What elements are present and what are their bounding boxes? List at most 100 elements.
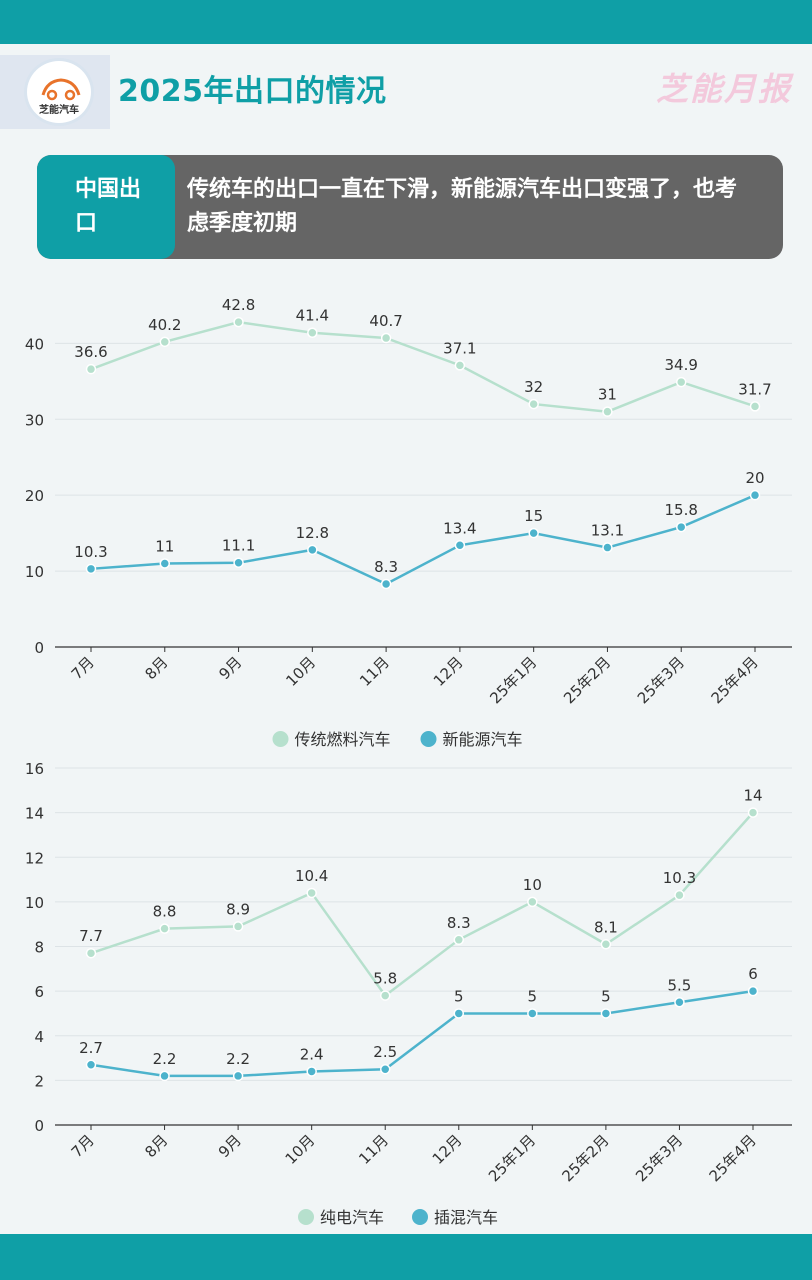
data-point	[602, 406, 613, 417]
data-label: 14	[743, 787, 762, 805]
data-label: 36.6	[74, 343, 107, 361]
data-point	[233, 557, 244, 568]
data-label: 2.7	[79, 1039, 103, 1057]
series-line	[90, 494, 756, 586]
data-point	[380, 578, 392, 590]
legend-label: 插混汽车	[434, 1208, 498, 1227]
data-label: 5	[528, 987, 538, 1005]
data-point	[674, 997, 685, 1008]
data-point	[306, 1066, 317, 1077]
y-tick-label: 0	[34, 1117, 44, 1135]
data-label: 5	[601, 987, 611, 1005]
data-label: 8.8	[153, 903, 177, 921]
x-tick-label: 7月	[68, 653, 98, 683]
y-tick-label: 40	[25, 335, 44, 353]
y-tick-label: 4	[34, 1028, 44, 1046]
banner-text: 传统车的出口一直在下滑，新能源汽车出口变强了，也考虑季度初期	[187, 177, 738, 236]
x-tick-label: 11月	[355, 1131, 392, 1168]
x-tick-label: 25年2月	[559, 1131, 613, 1185]
car-icon	[41, 78, 81, 101]
data-point	[232, 1070, 244, 1082]
data-label: 8.1	[594, 918, 618, 936]
y-tick-label: 2	[34, 1072, 44, 1090]
legend-label: 传统燃料汽车	[295, 730, 391, 749]
data-label: 8.3	[447, 914, 471, 932]
chart-total-exports: 0 10 20 30 40 7月 8月 9月 10月 11月 12月 25年1月 25年2月 25年3月 2…	[25, 296, 792, 749]
data-label: 2.2	[153, 1050, 177, 1068]
data-point	[379, 1063, 391, 1075]
data-label: 2.5	[373, 1043, 397, 1061]
x-tick-label: 8月	[142, 653, 172, 683]
data-label: 40.2	[148, 316, 181, 334]
data-label: 7.7	[79, 927, 103, 945]
data-point	[454, 540, 466, 551]
legend-marker	[420, 731, 437, 747]
data-point	[233, 316, 244, 328]
data-point	[159, 336, 171, 348]
data-label: 31.7	[738, 380, 771, 398]
y-tick-label: 16	[25, 760, 44, 778]
y-tick-label: 14	[25, 805, 44, 823]
data-point	[159, 1070, 170, 1082]
legend-marker	[412, 1209, 428, 1225]
x-tick-label: 25年2月	[560, 653, 614, 707]
data-point	[528, 527, 539, 539]
y-tick-label: 12	[25, 849, 44, 867]
y-tick-label: 10	[25, 563, 44, 581]
data-label: 11	[155, 538, 174, 556]
data-point	[85, 947, 97, 959]
x-tick-label: 25年4月	[706, 1131, 760, 1185]
series-line	[90, 989, 754, 1078]
brand-logo: 芝能汽车	[24, 58, 94, 126]
x-tick-label: 9月	[215, 1131, 245, 1161]
data-point	[85, 1059, 97, 1071]
data-label: 31	[598, 386, 617, 404]
data-point	[749, 489, 761, 501]
brand-watermark: 芝能月报	[655, 70, 792, 108]
data-point	[528, 398, 539, 410]
data-label: 2.2	[226, 1050, 250, 1068]
data-point	[675, 376, 687, 388]
top-bar	[0, 0, 812, 44]
data-point	[602, 542, 613, 553]
data-point	[453, 1008, 465, 1019]
data-label: 6	[748, 965, 758, 983]
y-tick-label: 10	[25, 894, 44, 912]
data-label: 34.9	[665, 356, 698, 374]
x-tick-label: 11月	[356, 653, 393, 690]
banner-tag-box	[37, 155, 175, 259]
data-label: 13.1	[591, 522, 624, 540]
data-point	[675, 521, 687, 533]
data-point	[454, 360, 466, 371]
data-point	[674, 889, 685, 901]
x-tick-label: 7月	[68, 1131, 98, 1161]
data-label: 10.3	[663, 869, 696, 887]
series-line	[90, 811, 754, 998]
data-point	[159, 923, 170, 934]
data-point	[747, 985, 759, 997]
data-label: 10.3	[74, 543, 107, 561]
data-label: 5	[454, 987, 464, 1005]
y-tick-label: 0	[34, 639, 44, 657]
data-label: 41.4	[296, 307, 329, 325]
data-label: 11.1	[222, 537, 255, 555]
data-label: 40.7	[369, 312, 402, 330]
data-point	[527, 1008, 538, 1019]
data-point	[600, 1008, 612, 1019]
series-line	[90, 320, 756, 413]
y-tick-label: 30	[25, 411, 44, 429]
x-tick-label: 10月	[282, 1131, 319, 1168]
y-tick-label: 8	[34, 939, 44, 957]
logo-text: 芝能汽车	[39, 105, 79, 116]
data-label: 12.8	[296, 524, 329, 542]
legend-label: 纯电汽车	[320, 1208, 384, 1227]
data-label: 5.5	[668, 976, 692, 994]
data-label: 13.4	[443, 519, 476, 537]
data-point	[85, 563, 97, 575]
data-label: 10	[523, 876, 542, 894]
data-label: 32	[524, 378, 543, 396]
data-point	[306, 887, 317, 899]
data-point	[307, 544, 318, 556]
data-label: 15.8	[665, 501, 698, 519]
data-label: 8.9	[226, 900, 250, 918]
